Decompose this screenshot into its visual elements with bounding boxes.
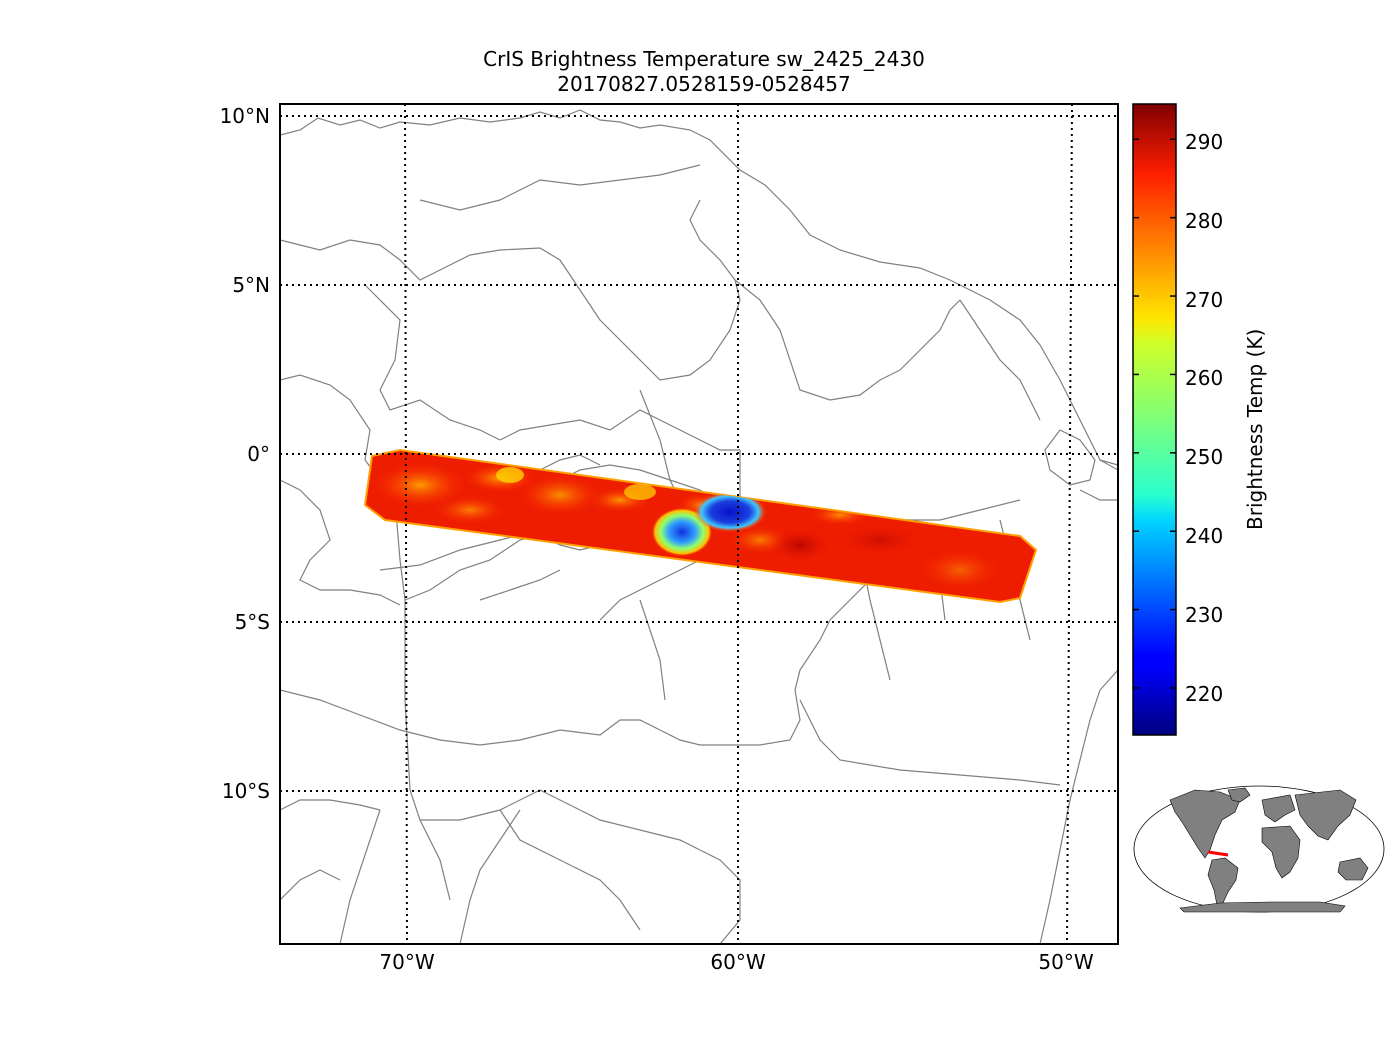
inset-swath-marker [1207,850,1229,857]
chart-subtitle: 20170827.0528159-0528457 [557,72,851,96]
colorbar-tick-label: 240 [1185,524,1224,548]
chart-title: CrIS Brightness Temperature sw_2425_2430 [483,47,925,71]
lon-label-70w: 70°W [379,950,435,974]
lat-label-10n: 10°N [219,104,270,128]
colorbar-label: Brightness Temp (K) [1243,328,1267,530]
data-swath [363,448,1038,604]
map-area [280,104,1118,944]
gridlines [280,104,1118,944]
colorbar-tick-label: 220 [1185,682,1224,706]
map-frame [279,103,1119,945]
lat-label-0: 0° [247,442,270,466]
colorbar-tick-label: 270 [1185,288,1224,312]
lon-label-50w: 50°W [1038,950,1094,974]
inset-landmasses [1169,787,1369,913]
swath-texture [375,463,1000,590]
colorbar-gradient [1132,103,1177,736]
inset-globe [1133,785,1385,913]
colorbar-tick-label: 250 [1185,445,1224,469]
lon-label-60w: 60°W [710,950,766,974]
gridline-lon-70w [404,104,408,944]
gridline-lon-50w [1066,104,1073,944]
colorbar-tick-label: 280 [1185,209,1224,233]
lat-label-10s: 10°S [221,779,270,803]
lat-label-5n: 5°N [232,273,270,297]
colorbar-tick-marks [1133,138,1176,689]
colorbar-tick-label: 290 [1185,130,1224,154]
colorbar [1132,103,1177,736]
colorbar-tick-label: 230 [1185,603,1224,627]
colorbar-tick-label: 260 [1185,366,1224,390]
lat-label-5s: 5°S [234,610,270,634]
